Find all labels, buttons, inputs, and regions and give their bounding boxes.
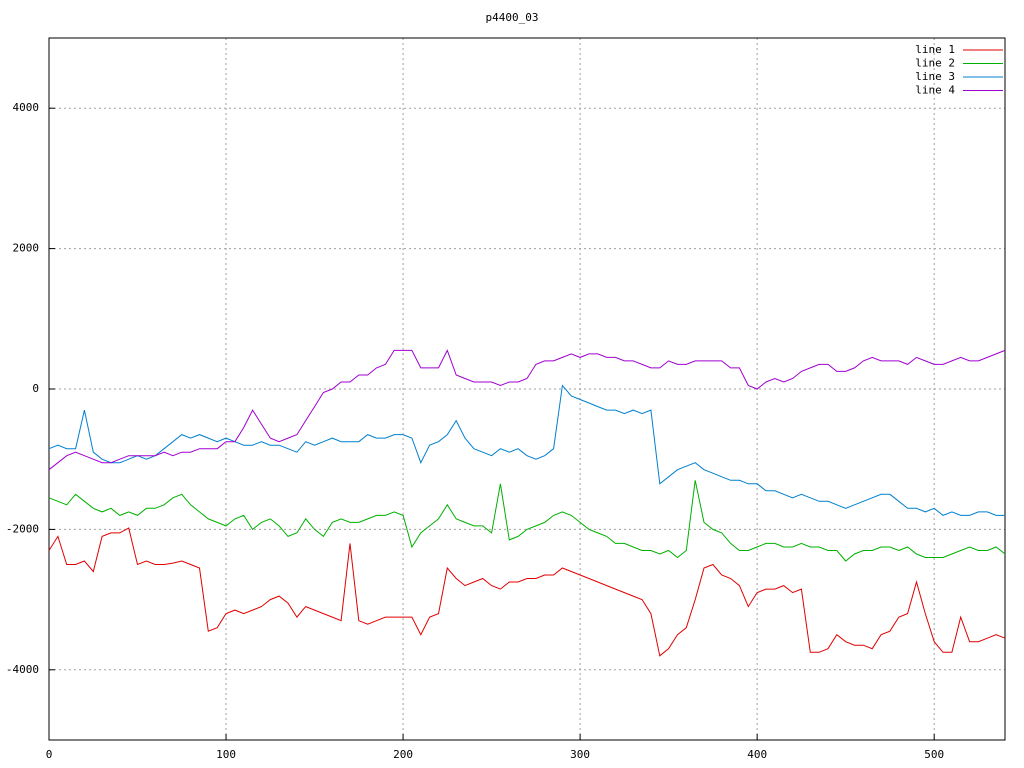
x-tick-label: 100 [216,748,236,761]
data-line [48,480,1006,562]
x-tick-label: 300 [570,748,590,761]
legend-label: line 3 [915,70,955,83]
chart-title: p4400_03 [486,11,539,24]
legend-label: line 4 [915,84,955,97]
x-tick-label: 400 [747,748,767,761]
x-tick-label: 0 [46,748,53,761]
x-tick-label: 500 [924,748,944,761]
legend-label: line 1 [915,43,955,56]
x-tick-label: 200 [393,748,413,761]
y-tick-label: 4000 [13,101,40,114]
y-tick-label: -4000 [6,663,39,676]
legend-label: line 2 [915,57,955,70]
y-tick-label: 2000 [13,242,40,255]
y-tick-label: -2000 [6,522,39,535]
data-line [48,349,1006,471]
plot-border [48,37,1006,741]
data-line [48,384,1005,516]
data-line [48,527,1006,657]
y-tick-label: 0 [32,382,39,395]
